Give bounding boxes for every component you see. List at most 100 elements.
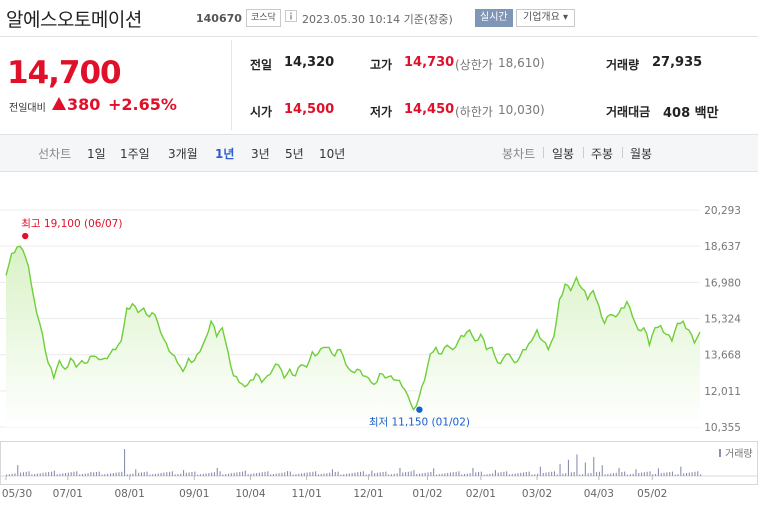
volume-bar (230, 473, 232, 476)
volume-bar (458, 471, 460, 476)
volume-bar (553, 471, 555, 476)
volume-bar (70, 472, 72, 476)
period-5y[interactable]: 5년 (285, 147, 304, 161)
volume-bar (264, 471, 266, 476)
volume-bar (185, 472, 187, 476)
volume-bar (320, 474, 322, 476)
volume-bar (174, 474, 176, 476)
divider (231, 40, 232, 130)
volume-bar (610, 473, 612, 476)
volume-bar (559, 463, 561, 477)
volume-bar (371, 470, 373, 476)
volume-bar (562, 473, 564, 476)
high-marker (22, 232, 29, 240)
volume-bar (101, 474, 103, 476)
x-tick-label: 08/01 (114, 488, 144, 500)
period-3y[interactable]: 3년 (251, 147, 270, 161)
x-tick-label: 05/02 (637, 488, 667, 500)
volume-bar (531, 474, 533, 476)
volume-bar (621, 472, 623, 476)
volume-bar (93, 472, 95, 476)
lower-limit-label: (하한가 (455, 105, 493, 119)
period-1d[interactable]: 1일 (87, 147, 106, 161)
divider (622, 147, 623, 158)
volume-bar (700, 474, 702, 476)
volume-bar (292, 474, 294, 476)
volume-bar (435, 474, 437, 476)
period-3m[interactable]: 3개월 (168, 147, 198, 161)
volume-bar (236, 472, 238, 476)
y-tick-label: 20,293 (704, 205, 741, 217)
info-icon[interactable] (285, 10, 297, 22)
volume-bar (126, 474, 128, 476)
volume-bar (205, 473, 207, 476)
y-tick-label: 16,980 (704, 277, 741, 289)
volume-bar (346, 473, 348, 476)
volume-bar (500, 472, 502, 476)
volume-bar (154, 473, 156, 476)
realtime-button[interactable]: 실시간 (475, 9, 513, 27)
volume-bar (157, 473, 159, 476)
volume-bar (405, 472, 407, 476)
volume-bar (447, 473, 449, 476)
period-1y[interactable]: 1년 (215, 147, 235, 161)
quote-datetime: 2023.05.30 10:14 기준(장중) (302, 13, 453, 26)
volume-bar (402, 472, 404, 476)
volume-bar (655, 474, 657, 476)
y-tick-label: 13,668 (704, 350, 741, 362)
volume-bar (666, 472, 668, 476)
volume-bar (388, 474, 390, 476)
company-overview-dropdown[interactable]: 기업개요 ▾ (516, 9, 575, 27)
volume-bar (362, 471, 364, 476)
period-10y[interactable]: 10년 (319, 147, 346, 161)
volume-bar (22, 472, 24, 476)
volume-bar (365, 474, 367, 476)
low-value: 14,450 (404, 102, 455, 117)
change-percent: +2.65% (108, 95, 177, 114)
candle-weekly[interactable]: 주봉 (591, 147, 614, 161)
volume-bar (424, 472, 426, 476)
volume-bar (671, 471, 673, 476)
area-fill (6, 246, 700, 427)
volume-bar (14, 473, 16, 476)
volume-bar (166, 472, 168, 476)
volume-bar (129, 474, 131, 476)
volume-bar (697, 471, 699, 476)
volume-bar (503, 471, 505, 476)
candle-daily[interactable]: 일봉 (552, 147, 575, 161)
volume-bar (67, 472, 69, 476)
volume-bar (626, 474, 628, 476)
volume-bar (191, 472, 193, 476)
volume-bar (506, 471, 508, 476)
trade-amount-value: 408 백만 (663, 106, 719, 121)
volume-bar (407, 471, 409, 476)
volume-bar (632, 473, 634, 476)
volume-bar (674, 474, 676, 476)
volume-bar (194, 471, 196, 476)
open-label: 시가 (250, 105, 273, 119)
volume-bar (34, 474, 36, 476)
candle-monthly[interactable]: 월봉 (630, 147, 653, 161)
period-1w[interactable]: 1주일 (120, 147, 150, 161)
volume-bar (146, 471, 148, 476)
volume-bar (652, 474, 654, 476)
volume-bar (643, 472, 645, 476)
volume-bar (638, 473, 640, 476)
low-marker (416, 406, 423, 413)
volume-legend-icon (719, 449, 721, 457)
volume-bar (225, 474, 227, 476)
volume-bar (343, 474, 345, 476)
volume-bar (680, 466, 682, 476)
volume-bar (98, 471, 100, 476)
volume-bar (525, 472, 527, 476)
volume-bar (278, 473, 280, 476)
price-area-series (5, 245, 701, 427)
volume-bar (329, 472, 331, 476)
volume-bar (121, 471, 123, 476)
volume-bar (211, 472, 213, 476)
volume-bar (228, 473, 230, 476)
volume-bar (590, 473, 592, 476)
volume-bar (570, 472, 572, 476)
volume-bar (287, 471, 289, 476)
volume-bar (393, 473, 395, 476)
